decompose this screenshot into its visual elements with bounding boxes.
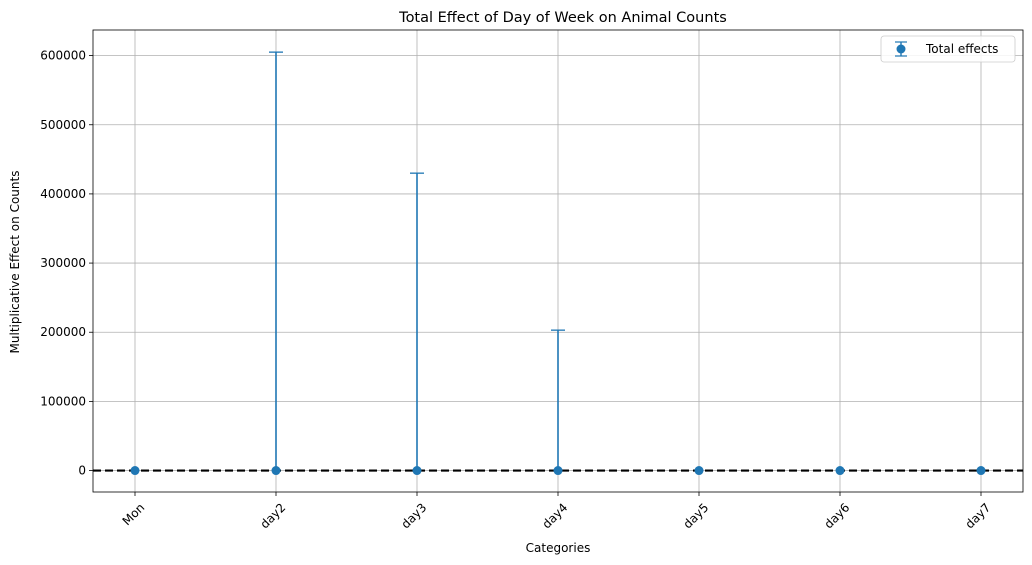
y-tick-label: 400000 xyxy=(40,187,86,201)
x-tick-label: day7 xyxy=(962,500,993,531)
y-tick-label: 500000 xyxy=(40,118,86,132)
x-tick-label: day5 xyxy=(680,500,711,531)
data-point xyxy=(976,466,986,476)
data-point xyxy=(553,466,563,476)
x-tick-label: Mon xyxy=(120,500,148,528)
x-axis-label: Categories xyxy=(526,541,591,555)
data-point xyxy=(694,466,704,476)
x-tick-label: day3 xyxy=(398,500,429,531)
legend-marker xyxy=(896,44,906,54)
y-tick-label: 200000 xyxy=(40,325,86,339)
plot-area: 0 100000 200000 300000 400000 500000 600000 Mon… xyxy=(40,29,1024,531)
data-point xyxy=(271,466,281,476)
y-tick-label: 300000 xyxy=(40,256,86,270)
y-tick-label: 600000 xyxy=(40,49,86,63)
y-tick-label: 0 xyxy=(78,464,86,478)
legend-label: Total effects xyxy=(925,42,998,56)
y-axis-label: Multiplicative Effect on Counts xyxy=(8,171,22,354)
x-tick-label: day6 xyxy=(821,500,852,531)
data-point xyxy=(412,466,422,476)
y-tick-label: 100000 xyxy=(40,394,86,408)
legend: Total effects xyxy=(880,35,1016,63)
chart-title: Total Effect of Day of Week on Animal Co… xyxy=(398,10,727,26)
axes-frame xyxy=(92,29,1024,493)
data-point xyxy=(835,466,845,476)
data-point xyxy=(130,466,140,476)
legend-box xyxy=(880,35,1016,63)
x-tick-label: day4 xyxy=(539,500,570,531)
x-tick-label: day2 xyxy=(257,500,288,531)
